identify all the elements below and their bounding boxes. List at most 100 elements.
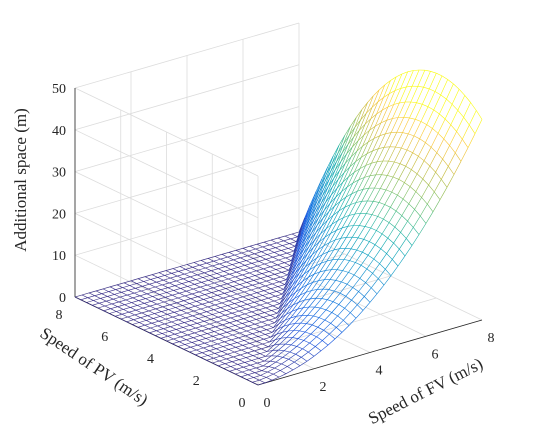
surface-mesh-line (271, 349, 279, 357)
surface-mesh-line (235, 276, 242, 280)
surface-mesh-line (415, 119, 422, 122)
surface-mesh-line (284, 260, 292, 263)
surface-mesh-line (137, 324, 145, 328)
surface-mesh-line (418, 156, 425, 161)
surface-mesh-line (354, 109, 363, 128)
surface-mesh-line (299, 260, 307, 273)
surface-mesh-line (265, 332, 273, 335)
surface-mesh-line (264, 334, 271, 338)
surface-mesh-line (163, 299, 172, 303)
surface-mesh-line (240, 327, 247, 332)
surface-mesh-line (246, 258, 254, 261)
surface-mesh-line (291, 249, 298, 261)
surface-mesh-line (251, 311, 258, 315)
surface-mesh-line (324, 194, 332, 211)
surface-mesh-line (267, 274, 275, 277)
surface-mesh-line (179, 290, 187, 294)
surface-mesh-line (190, 276, 197, 280)
surface-mesh-line (217, 295, 224, 299)
surface-mesh-line (104, 303, 112, 307)
surface-mesh-line (334, 161, 342, 171)
surface-mesh-line (365, 150, 373, 166)
surface-mesh-line (359, 278, 366, 283)
surface-mesh-line (394, 88, 401, 91)
surface-mesh-line (402, 198, 409, 205)
surface-mesh-line (100, 296, 108, 299)
surface-mesh-line (291, 261, 298, 271)
surface-mesh-line (322, 178, 330, 196)
surface-mesh-line (172, 341, 180, 345)
surface-mesh-line (434, 75, 443, 92)
surface-mesh-line (231, 359, 240, 362)
surface-mesh-line (172, 314, 180, 318)
surface-mesh-line (273, 300, 280, 304)
surface-mesh-line (284, 311, 293, 321)
surface-mesh-line (254, 321, 262, 325)
surface-mesh-line (398, 179, 405, 183)
surface-mesh-line (287, 366, 294, 371)
surface-mesh-line (423, 86, 430, 90)
surface-mesh-line (354, 213, 361, 215)
surface-mesh-line (366, 268, 373, 274)
surface-mesh-line (410, 101, 417, 103)
surface-mesh-line (289, 351, 296, 355)
surface-mesh-line (115, 287, 123, 290)
surface-mesh-line (265, 307, 272, 311)
surface-mesh-line (287, 323, 296, 332)
surface-mesh-line (198, 318, 205, 322)
surface-mesh-line (111, 303, 118, 307)
surface-mesh-line (356, 239, 364, 251)
surface-mesh-line (114, 316, 121, 320)
surface-mesh-line (275, 337, 282, 340)
surface-mesh-line (394, 147, 402, 163)
surface-mesh-line (351, 299, 358, 306)
surface-mesh-line (306, 218, 315, 235)
surface-mesh-line (394, 73, 403, 91)
surface-mesh-line (327, 205, 335, 221)
surface-mesh-line (305, 282, 314, 293)
surface-mesh-line (263, 338, 270, 343)
surface-mesh-line (156, 279, 164, 283)
surface-mesh-line (373, 135, 380, 139)
surface-mesh-line (344, 204, 351, 208)
surface-mesh-line (196, 347, 204, 351)
surface-mesh-line (221, 329, 228, 333)
surface-mesh-line (410, 86, 419, 103)
surface-mesh-line (235, 296, 243, 300)
surface-mesh-line (253, 258, 260, 262)
surface-mesh-line (212, 265, 219, 269)
surface-mesh-line (166, 340, 173, 345)
surface-mesh-line (167, 335, 174, 340)
surface-mesh-line (367, 126, 376, 143)
surface-mesh-line (195, 279, 202, 283)
surface-mesh-line (322, 242, 330, 255)
surface-mesh-line (361, 153, 368, 158)
surface-mesh-line (282, 296, 291, 308)
surface-mesh-line (292, 337, 299, 339)
surface-mesh-line (149, 283, 156, 288)
surface-mesh-line (405, 165, 412, 170)
gridline-z-wall (74, 129, 259, 219)
surface-mesh-line (402, 186, 411, 200)
surface-mesh-line (224, 361, 233, 364)
surface-mesh-line (383, 218, 390, 223)
surface-mesh-line (238, 335, 246, 339)
surface-mesh-line (176, 280, 183, 284)
surface-mesh-line (340, 196, 347, 202)
surface-mesh-line (306, 225, 314, 235)
surface-mesh-line (143, 281, 150, 285)
surface-mesh-line (339, 284, 348, 294)
surface-mesh-line (312, 210, 321, 227)
surface-mesh-line (225, 334, 233, 338)
surface-mesh-line (310, 205, 318, 217)
surface-mesh-line (336, 181, 344, 189)
surface-mesh-line (132, 324, 139, 328)
surface-mesh-line (259, 331, 266, 335)
surface-mesh-line (226, 358, 233, 362)
surface-mesh-line (273, 318, 281, 328)
surface-mesh-line (369, 230, 377, 242)
surface-mesh-line (210, 319, 217, 323)
surface-mesh-line (161, 333, 168, 337)
surface-mesh-line (322, 251, 329, 255)
surface-mesh-line (325, 215, 334, 229)
